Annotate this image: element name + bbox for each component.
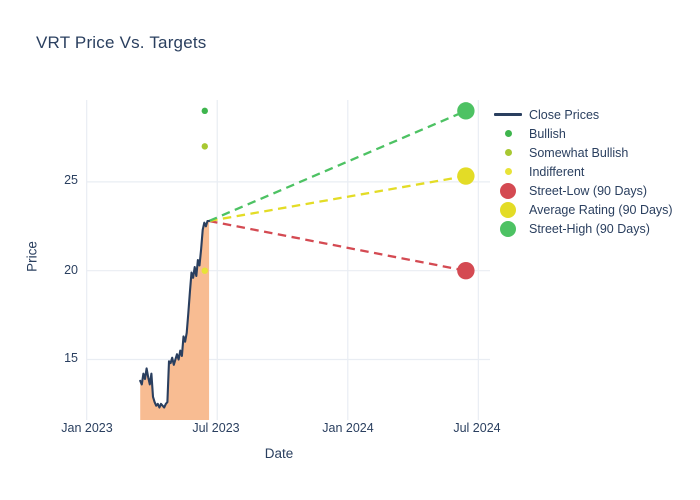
x-tick-jan-2024: Jan 2024: [322, 421, 374, 435]
legend-item-bullish[interactable]: Bullish: [493, 124, 673, 143]
close-prices-area: [140, 221, 210, 420]
legend-item-close-prices[interactable]: Close Prices: [493, 105, 673, 124]
x-axis-label: Date: [264, 446, 294, 461]
rating-dot-somewhat-bullish[interactable]: [201, 143, 208, 150]
legend: Close Prices Bullish Somewhat Bullish In…: [493, 105, 673, 238]
marker-street-low-90-days[interactable]: [457, 262, 475, 280]
marker-street-high-90-days[interactable]: [457, 102, 475, 120]
y-tick-15: 15: [64, 351, 78, 365]
legend-label: Close Prices: [529, 107, 600, 122]
indifferent-dot-swatch: [504, 168, 512, 175]
legend-item-indifferent[interactable]: Indifferent: [493, 162, 673, 181]
y-axis-label: Price: [24, 241, 40, 272]
legend-label: Bullish: [529, 126, 566, 141]
x-tick-jul-2023: Jul 2023: [192, 421, 240, 435]
legend-item-street-high[interactable]: Street-High (90 Days): [493, 219, 673, 238]
legend-item-somewhat-bullish[interactable]: Somewhat Bullish: [493, 143, 673, 162]
street-high-marker-swatch: [500, 220, 516, 237]
close-prices-line-swatch: [494, 113, 522, 116]
bullish-dot-swatch: [504, 130, 512, 137]
average-rating-marker-swatch: [500, 201, 516, 218]
marker-average-rating-90-days[interactable]: [457, 167, 475, 185]
chart-title: VRT Price Vs. Targets: [36, 33, 207, 52]
somewhat-bullish-dot-swatch: [504, 149, 512, 156]
legend-item-street-low[interactable]: Street-Low (90 Days): [493, 181, 673, 200]
projection-line-street-high-90-days: [208, 109, 467, 223]
rating-dot-indifferent[interactable]: [201, 267, 208, 274]
projection-line-street-low-90-days: [208, 219, 467, 272]
legend-label: Average Rating (90 Days): [529, 202, 673, 217]
legend-label: Somewhat Bullish: [529, 145, 629, 160]
y-tick-25: 25: [64, 173, 78, 187]
legend-item-average-rating[interactable]: Average Rating (90 Days): [493, 200, 673, 219]
x-tick-jan-2023: Jan 2023: [61, 421, 113, 435]
street-low-marker-swatch: [500, 182, 516, 199]
close-prices-line[interactable]: [139, 219, 211, 409]
legend-label: Street-Low (90 Days): [529, 183, 648, 198]
legend-label: Indifferent: [529, 164, 585, 179]
rating-dot-bullish[interactable]: [201, 107, 208, 115]
gridlines: [86, 100, 490, 420]
x-tick-jul-2024: Jul 2024: [453, 421, 501, 435]
y-tick-20: 20: [64, 263, 78, 277]
legend-label: Street-High (90 Days): [529, 221, 650, 236]
projection-line-average-rating-90-days: [208, 174, 467, 223]
